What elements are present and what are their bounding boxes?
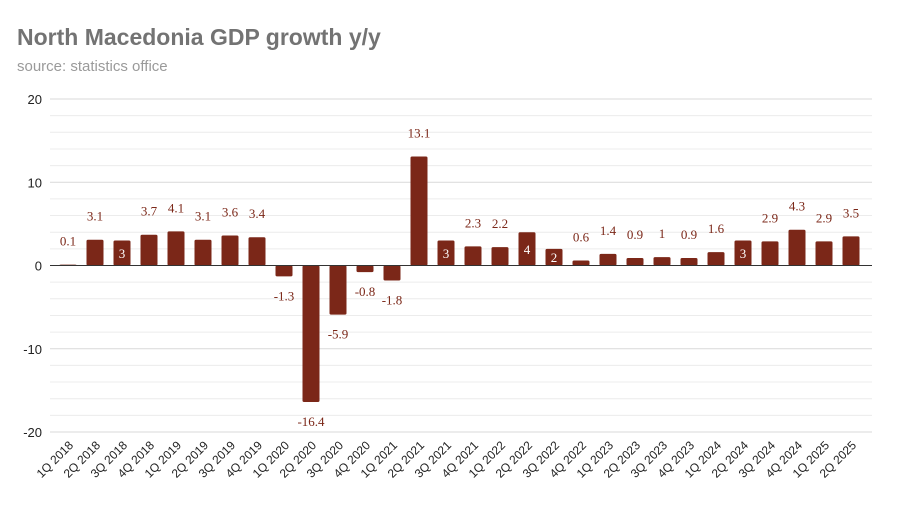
data-label: 3.5	[843, 205, 859, 220]
bar	[464, 246, 482, 266]
bar	[734, 240, 752, 266]
data-label: 3.1	[87, 209, 103, 224]
bar	[761, 241, 779, 266]
data-label: 0.9	[681, 227, 697, 242]
bar	[140, 234, 158, 266]
bar	[356, 265, 374, 273]
bar	[599, 253, 617, 266]
bar	[842, 236, 860, 266]
data-label: 1.4	[600, 223, 617, 238]
data-label: -0.8	[355, 284, 376, 299]
bar	[653, 257, 671, 266]
bar	[491, 247, 509, 266]
data-label: 3.1	[195, 209, 211, 224]
data-label: 2.9	[762, 210, 778, 225]
data-label: -5.9	[328, 327, 349, 342]
bar	[410, 156, 428, 266]
bar	[437, 240, 455, 266]
y-tick-label: 10	[28, 175, 42, 190]
bar	[248, 237, 266, 266]
chart-title: North Macedonia GDP growth y/y	[17, 24, 381, 50]
bar	[383, 265, 401, 281]
data-label: 2	[551, 250, 558, 265]
bar	[572, 260, 590, 266]
data-label: 3	[443, 246, 450, 261]
data-label: -1.3	[274, 288, 295, 303]
data-label: 13.1	[408, 125, 431, 140]
data-label: 3	[740, 246, 747, 261]
bar	[788, 229, 806, 266]
bar	[275, 265, 293, 277]
bar	[113, 240, 131, 266]
bar	[518, 232, 536, 266]
bar	[707, 252, 725, 266]
data-label: 0.9	[627, 227, 643, 242]
y-tick-label: -20	[23, 425, 42, 440]
data-label: 2.3	[465, 215, 481, 230]
data-label: 3.6	[222, 205, 239, 220]
bar	[680, 258, 698, 266]
data-label: 0.6	[573, 230, 590, 245]
data-label: -16.4	[297, 414, 325, 429]
data-label: 3.4	[249, 206, 266, 221]
chart-subtitle: source: statistics office	[17, 58, 168, 75]
y-tick-label: -10	[23, 342, 42, 357]
data-label: 3.7	[141, 204, 158, 219]
bar	[302, 265, 320, 403]
data-label: 1	[659, 226, 666, 241]
bar	[545, 248, 563, 266]
y-tick-label: 20	[28, 92, 42, 107]
bar	[815, 241, 833, 266]
bar	[167, 231, 185, 266]
bar	[329, 265, 347, 315]
data-label: 2.2	[492, 216, 508, 231]
bar	[221, 235, 239, 266]
data-label: 3	[119, 246, 126, 261]
data-label: 4	[524, 242, 531, 257]
bar	[86, 239, 104, 266]
bar	[194, 239, 212, 266]
data-label: 4.1	[168, 200, 184, 215]
y-tick-label: 0	[35, 259, 42, 274]
data-label: 4.3	[789, 199, 805, 214]
data-label: -1.8	[382, 292, 403, 307]
data-label: 0.1	[60, 234, 76, 249]
data-label: 1.6	[708, 221, 725, 236]
data-label: 2.9	[816, 210, 832, 225]
bar	[626, 258, 644, 266]
